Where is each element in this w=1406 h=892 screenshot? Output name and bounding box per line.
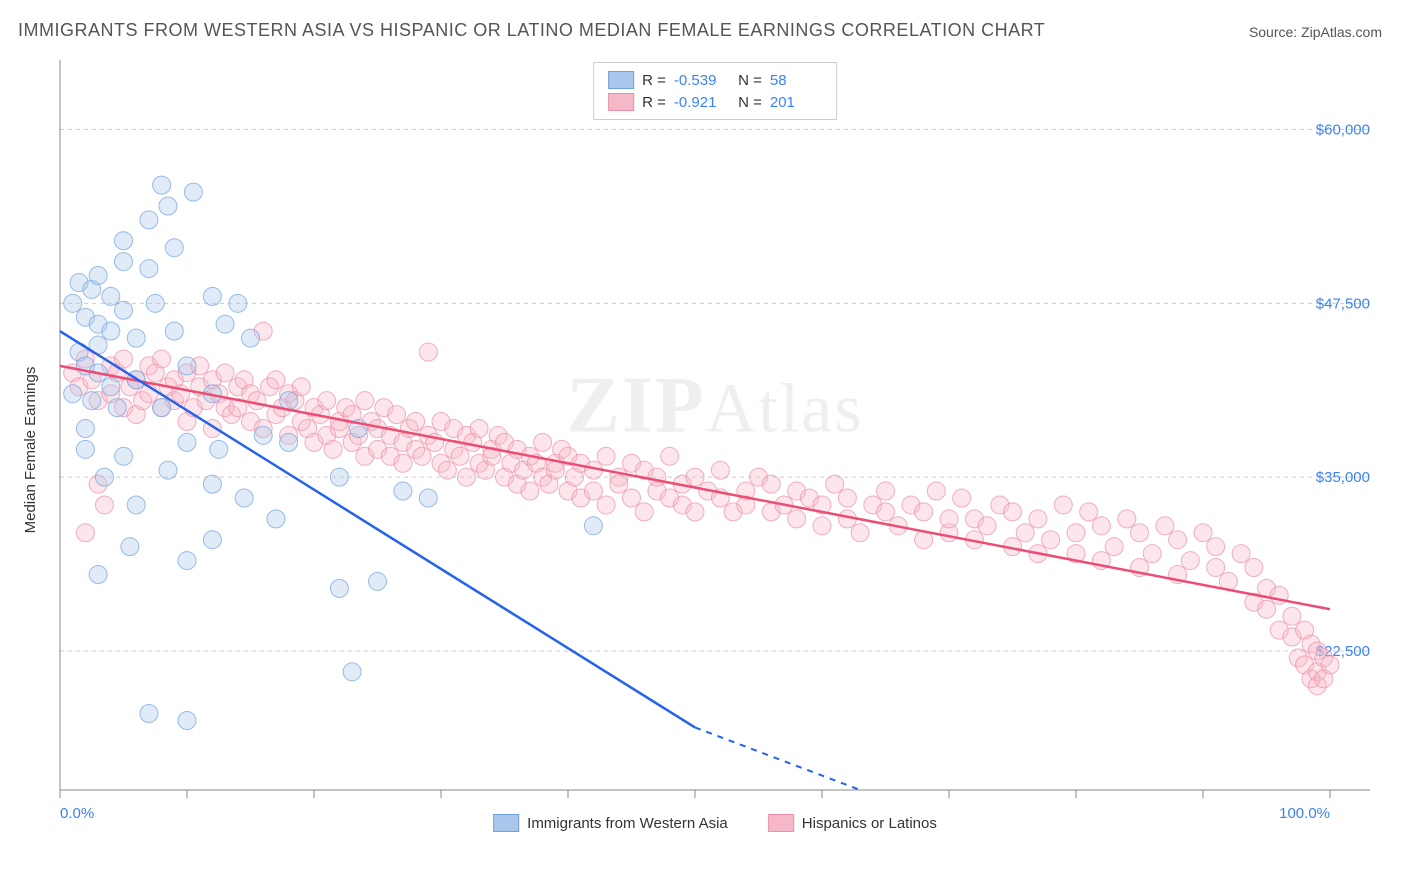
stats-n-label: N = [734, 94, 762, 111]
stats-row-series1: R = -0.539 N = 58 [608, 69, 822, 91]
stats-r-label: R = [642, 94, 666, 111]
legend-label-2: Hispanics or Latinos [802, 815, 937, 832]
legend-item-series1: Immigrants from Western Asia [493, 814, 728, 832]
stats-n-value-2: 201 [770, 94, 822, 111]
svg-text:$35,000: $35,000 [1316, 469, 1370, 486]
stats-row-series2: R = -0.921 N = 201 [608, 91, 822, 113]
stats-n-value-1: 58 [770, 72, 822, 89]
scatter-plot-svg: $22,500$35,000$47,500$60,0000.0%100.0% [50, 50, 1380, 840]
stats-swatch-pink [608, 93, 634, 111]
stats-r-value-1: -0.539 [674, 72, 726, 89]
stats-r-label: R = [642, 72, 666, 89]
svg-text:$47,500: $47,500 [1316, 295, 1370, 312]
legend-item-series2: Hispanics or Latinos [768, 814, 937, 832]
legend-label-1: Immigrants from Western Asia [527, 815, 728, 832]
svg-text:100.0%: 100.0% [1279, 805, 1330, 822]
correlation-stats-box: R = -0.539 N = 58 R = -0.921 N = 201 [593, 62, 837, 120]
bottom-legend: Immigrants from Western Asia Hispanics o… [493, 814, 937, 832]
chart-container: Median Female Earnings R = -0.539 N = 58… [50, 50, 1380, 840]
svg-text:$60,000: $60,000 [1316, 122, 1370, 139]
chart-title: IMMIGRANTS FROM WESTERN ASIA VS HISPANIC… [18, 20, 1045, 41]
stats-r-value-2: -0.921 [674, 94, 726, 111]
stats-n-label: N = [734, 72, 762, 89]
stats-swatch-blue [608, 71, 634, 89]
legend-swatch-pink [768, 814, 794, 832]
source-attribution: Source: ZipAtlas.com [1249, 24, 1382, 40]
y-axis-label: Median Female Earnings [22, 367, 39, 534]
legend-swatch-blue [493, 814, 519, 832]
svg-text:0.0%: 0.0% [60, 805, 94, 822]
